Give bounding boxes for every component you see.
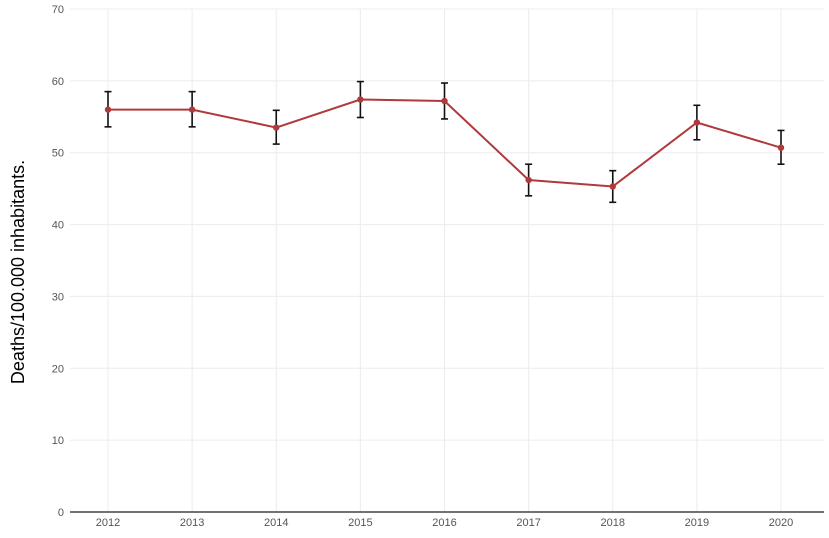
- data-point: [104, 106, 112, 113]
- y-tick-label: 50: [52, 148, 64, 160]
- gridlines: [70, 8, 824, 512]
- x-tick-label: 2016: [432, 517, 456, 529]
- y-tick-label: 20: [52, 363, 64, 375]
- y-axis-ticks: 0 10 20 30 40 50 60 70: [52, 4, 64, 519]
- x-tick-label: 2019: [685, 517, 709, 529]
- y-tick-label: 30: [52, 291, 64, 303]
- x-tick-label: 2013: [180, 517, 204, 529]
- x-axis-ticks: 2012 2013 2014 2015 2016 2017 2018 2019 2020: [96, 517, 793, 529]
- y-tick-label: 70: [52, 4, 64, 16]
- y-tick-label: 40: [52, 220, 64, 232]
- x-tick-label: 2020: [769, 517, 793, 529]
- data-point: [188, 106, 196, 113]
- y-tick-label: 10: [52, 435, 64, 447]
- data-point: [777, 144, 785, 151]
- data-point: [525, 176, 532, 184]
- data-point: [693, 119, 701, 126]
- data-point: [609, 183, 616, 190]
- x-tick-label: 2012: [96, 517, 120, 529]
- x-tick-label: 2017: [516, 517, 540, 529]
- data-points: [104, 96, 785, 190]
- x-tick-label: 2015: [348, 517, 372, 529]
- x-tick-label: 2018: [601, 517, 625, 529]
- x-tick-label: 2014: [264, 517, 288, 529]
- data-point: [273, 124, 280, 131]
- y-axis-title: Deaths/100.000 inhabitants.: [8, 160, 28, 384]
- data-point: [441, 97, 448, 105]
- data-point: [357, 96, 364, 103]
- y-tick-label: 60: [52, 76, 64, 88]
- y-tick-label: 0: [58, 507, 64, 519]
